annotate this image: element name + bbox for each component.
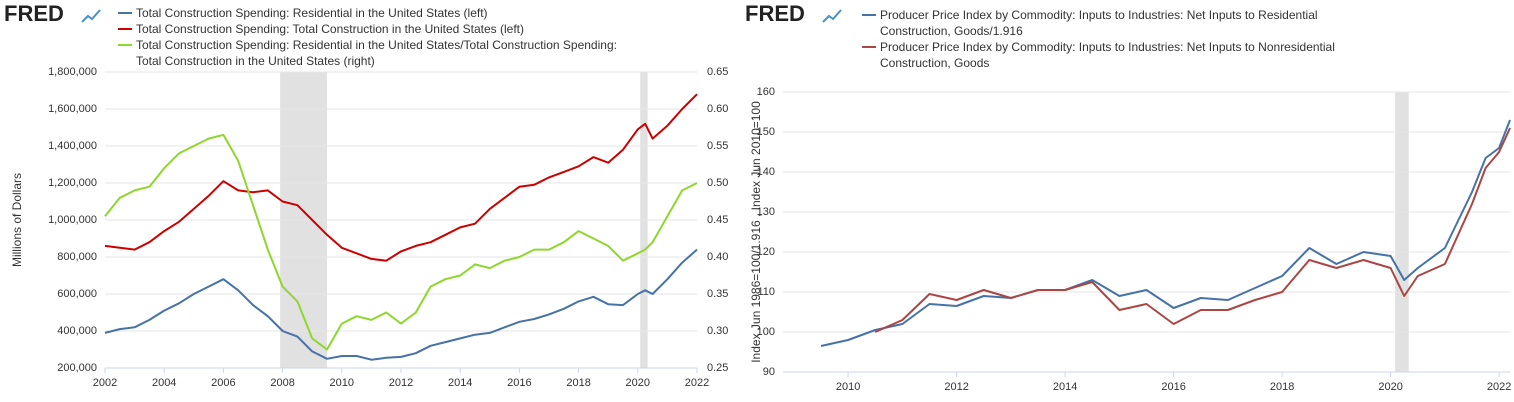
y-tick-label: 90 [763, 366, 775, 378]
y2-tick-label: 0.50 [707, 177, 728, 189]
x-tick-label: 2018 [1270, 381, 1294, 393]
x-tick-label: 2010 [330, 377, 354, 389]
legend-swatch [862, 14, 876, 16]
legend-swatch [118, 28, 132, 30]
y-tick-label: 150 [757, 126, 775, 138]
logo-icon [81, 9, 101, 23]
y-tick-label: 600,000 [57, 288, 97, 300]
y-tick-label: 1,200,000 [48, 177, 97, 189]
x-tick-label: 2014 [448, 377, 472, 389]
y2-tick-label: 0.45 [707, 214, 728, 226]
y-tick-label: 800,000 [57, 251, 97, 263]
x-tick-label: 2016 [507, 377, 531, 389]
y2-tick-label: 0.55 [707, 140, 728, 152]
y-axis-label: Index Jun 1986=100/1.916 , Index Jun 201… [749, 101, 763, 363]
x-tick-label: 2012 [944, 381, 968, 393]
legend-label: Total Construction Spending: Total Const… [136, 22, 524, 36]
x-tick-label: 2012 [389, 377, 413, 389]
x-tick-label: 2020 [626, 377, 650, 389]
y2-tick-label: 0.40 [707, 251, 728, 263]
y2-tick-label: 0.60 [707, 103, 728, 115]
y-tick-label: 1,000,000 [48, 214, 97, 226]
y-tick-label: 100 [757, 326, 775, 338]
y-tick-label: 140 [757, 166, 775, 178]
legend-item[interactable]: Producer Price Index by Commodity: Input… [862, 7, 1352, 39]
legend-item[interactable]: Total Construction Spending: Total Const… [118, 21, 638, 37]
series-line [874, 127, 1511, 333]
y-tick-label: 120 [757, 246, 775, 258]
y-tick-label: 110 [757, 286, 775, 298]
series-line [820, 119, 1511, 347]
x-tick-label: 2018 [566, 377, 590, 389]
legend-item[interactable]: Total Construction Spending: Residential… [118, 5, 638, 21]
legend-label: Total Construction Spending: Residential… [136, 6, 488, 20]
chart: FRED 90 100 110 120 130 140 150 160 2010 2012 2014 2… [745, 1, 1511, 393]
legend-swatch [118, 12, 132, 14]
y-tick-label: 200,000 [57, 362, 97, 374]
legend-label: Total Construction Spending: Residential… [136, 38, 617, 68]
recession-band [1395, 92, 1409, 372]
y-tick-label: 130 [757, 206, 775, 218]
x-tick-label: 2022 [1487, 381, 1511, 393]
legend-item[interactable]: Total Construction Spending: Residential… [118, 37, 638, 69]
x-tick-label: 2006 [211, 377, 235, 389]
legend-label: Producer Price Index by Commodity: Input… [880, 40, 1335, 70]
y2-tick-label: 0.25 [707, 362, 728, 374]
y-tick-label: 1,600,000 [48, 103, 97, 115]
y-tick-label: 1,400,000 [48, 140, 97, 152]
legend: Total Construction Spending: Residential… [118, 5, 638, 69]
x-tick-label: 2014 [1053, 381, 1077, 393]
series-line [104, 248, 698, 361]
legend-label: Producer Price Index by Commodity: Input… [880, 8, 1318, 38]
series-line [104, 133, 698, 351]
y-axis-label: Millions of Dollars [10, 173, 24, 267]
y2-tick-label: 0.65 [707, 66, 728, 78]
x-tick-label: 2010 [836, 381, 860, 393]
chart: FRED 200,000 400,000 600,000 800,000 1,000,00… [4, 1, 728, 389]
y-tick-label: 160 [757, 86, 775, 98]
y2-tick-label: 0.30 [707, 325, 728, 337]
legend-swatch [862, 46, 876, 48]
y-tick-label: 400,000 [57, 325, 97, 337]
x-tick-label: 2022 [685, 377, 709, 389]
y2-tick-label: 0.35 [707, 288, 728, 300]
legend: Producer Price Index by Commodity: Input… [862, 7, 1352, 71]
x-tick-label: 2004 [152, 377, 176, 389]
y-tick-label: 1,800,000 [48, 66, 97, 78]
x-tick-label: 2002 [93, 377, 117, 389]
logo: FRED [4, 1, 64, 26]
x-tick-label: 2008 [270, 377, 294, 389]
logo-icon [822, 9, 842, 23]
logo: FRED [745, 1, 805, 26]
legend-item[interactable]: Producer Price Index by Commodity: Input… [862, 39, 1352, 71]
x-tick-label: 2020 [1378, 381, 1402, 393]
legend-swatch [118, 44, 132, 46]
series-line [104, 93, 698, 262]
x-tick-label: 2016 [1161, 381, 1185, 393]
